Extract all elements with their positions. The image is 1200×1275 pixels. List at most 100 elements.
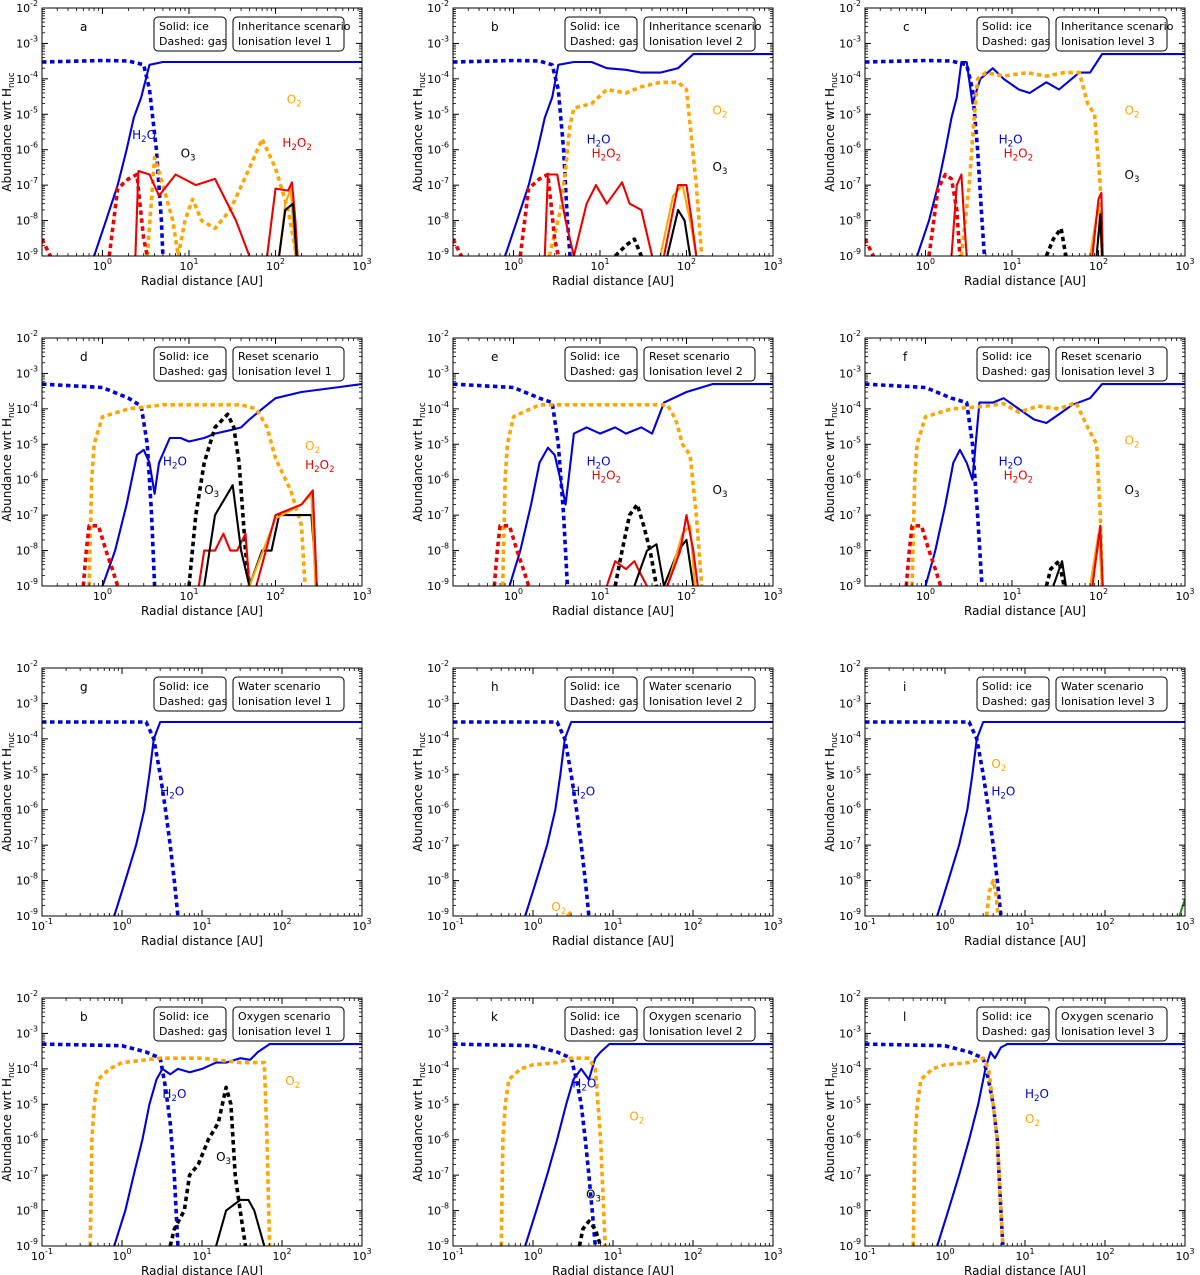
x-tick-base: 10: [1175, 260, 1189, 273]
species-label-part: O: [991, 757, 1000, 771]
y-tick-label: 10-9: [16, 577, 38, 593]
legend-style-box: [153, 1006, 227, 1042]
species-label-part: 2: [329, 465, 335, 475]
x-tick-base: 10: [763, 260, 777, 273]
scenario-box: [643, 346, 756, 382]
x-tick-exp: 3: [1189, 257, 1194, 266]
y-tick-label: 10-5: [839, 1095, 861, 1111]
species-label-part: 2: [1000, 792, 1006, 802]
species-label-o2: O2: [1025, 1112, 1040, 1129]
y-tick-base: 10: [839, 768, 853, 781]
y-tick-exp: -2: [30, 329, 38, 338]
y-tick-exp: -8: [441, 872, 449, 881]
x-tick-label: 10-1: [854, 1247, 876, 1263]
species-label-o2: O2: [991, 757, 1006, 774]
species-label-part: O: [320, 458, 329, 472]
series-line-h2o-gas: [453, 720, 591, 916]
x-tick-base: 10: [590, 260, 604, 273]
panel-label: g: [80, 680, 88, 694]
y-tick-base: 10: [839, 875, 853, 888]
x-tick-exp: 2: [697, 917, 702, 926]
species-label-h2o2: H2O2: [592, 147, 621, 164]
y-tick-exp: -9: [853, 907, 861, 916]
y-tick-base: 10: [839, 910, 853, 923]
y-tick-exp: -7: [441, 506, 449, 515]
y-tick-base: 10: [16, 910, 30, 923]
series-group: [865, 720, 1185, 916]
y-tick-exp: -4: [441, 730, 449, 739]
y-tick-base: 10: [839, 1027, 853, 1040]
series-line-h2o-gas: [42, 58, 165, 256]
y-tick-exp: -6: [853, 141, 861, 150]
y-tick-label: 10-5: [16, 435, 38, 451]
y-tick-base: 10: [839, 2, 853, 15]
y-tick-exp: -8: [30, 542, 38, 551]
species-label-part: O: [181, 147, 190, 161]
y-tick-label: 10-2: [16, 329, 38, 345]
series-group: [865, 53, 1185, 256]
x-tick-label: 102: [683, 917, 702, 933]
y-tick-exp: -3: [853, 364, 861, 373]
x-tick-base: 10: [677, 260, 691, 273]
species-label-o3: O3: [713, 160, 728, 177]
x-tick-exp: 1: [1029, 1247, 1034, 1256]
x-tick-exp: -1: [456, 917, 464, 926]
y-axis-title-main: Abundance wrt H: [411, 418, 425, 522]
series-group: [453, 1042, 773, 1246]
y-tick-exp: -3: [30, 1024, 38, 1033]
species-label-part: H: [587, 132, 596, 146]
y-tick-label: 10-3: [427, 364, 449, 380]
y-tick-exp: -9: [853, 247, 861, 256]
series-group: [865, 382, 1185, 586]
x-axis-title: Radial distance [AU]: [964, 604, 1086, 618]
y-tick-label: 10-8: [839, 212, 861, 228]
y-axis-title: Abundance wrt Hnuc: [0, 732, 17, 852]
species-label-part: 2: [581, 1083, 587, 1093]
x-tick-exp: 1: [193, 587, 198, 596]
y-tick-label: 10-7: [16, 1166, 38, 1182]
y-tick-exp: -2: [853, 0, 861, 8]
y-tick-base: 10: [16, 733, 30, 746]
y-tick-label: 10-6: [427, 471, 449, 487]
species-label-part: O: [713, 483, 722, 497]
y-tick-label: 10-6: [427, 1131, 449, 1147]
legend-dashed-text: Dashed: gas: [159, 35, 228, 48]
series-line-h2o-ice: [93, 60, 362, 256]
legend-style-box: [976, 1006, 1050, 1042]
y-tick-base: 10: [427, 545, 441, 558]
y-tick-exp: -8: [441, 212, 449, 221]
x-tick-exp: 2: [1103, 257, 1108, 266]
legend-solid-text: Solid: ice: [982, 350, 1032, 363]
y-tick-exp: -7: [441, 1166, 449, 1175]
series-line-o2-ice: [666, 524, 696, 586]
x-tick-label: 10-1: [442, 917, 464, 933]
chart-panel-g: 10-210-310-410-510-610-710-810-910-1 100 1…: [0, 659, 372, 948]
series-line-o3-ice: [215, 1198, 266, 1246]
x-tick-base: 10: [935, 920, 949, 933]
y-tick-base: 10: [427, 474, 441, 487]
y-tick-exp: -7: [441, 836, 449, 845]
x-tick-exp: 2: [280, 587, 285, 596]
y-axis-title-sub: nuc: [830, 1062, 840, 1078]
y-tick-exp: -5: [30, 1095, 38, 1104]
x-tick-base: 10: [179, 260, 193, 273]
y-tick-label: 10-9: [839, 1237, 861, 1253]
ionisation-text: Ionisation level 1: [238, 1025, 332, 1038]
legend-solid-text: Solid: ice: [982, 680, 1032, 693]
y-axis-title-sub: nuc: [830, 72, 840, 88]
y-tick-exp: -2: [441, 659, 449, 668]
y-tick-label: 10-4: [427, 730, 449, 746]
y-tick-label: 10-3: [839, 34, 861, 50]
species-label-part: 2: [169, 792, 175, 802]
series-line-h2o2-gas: [42, 238, 53, 256]
y-tick-label: 10-8: [427, 872, 449, 888]
x-tick-base: 10: [1089, 260, 1103, 273]
x-tick-base: 10: [1175, 590, 1189, 603]
species-label-part: H: [163, 455, 172, 469]
y-tick-label: 10-8: [427, 212, 449, 228]
y-tick-label: 10-6: [839, 1131, 861, 1147]
y-tick-label: 10-3: [427, 694, 449, 710]
x-tick-exp: 0: [107, 257, 112, 266]
y-tick-label: 10-4: [427, 70, 449, 86]
